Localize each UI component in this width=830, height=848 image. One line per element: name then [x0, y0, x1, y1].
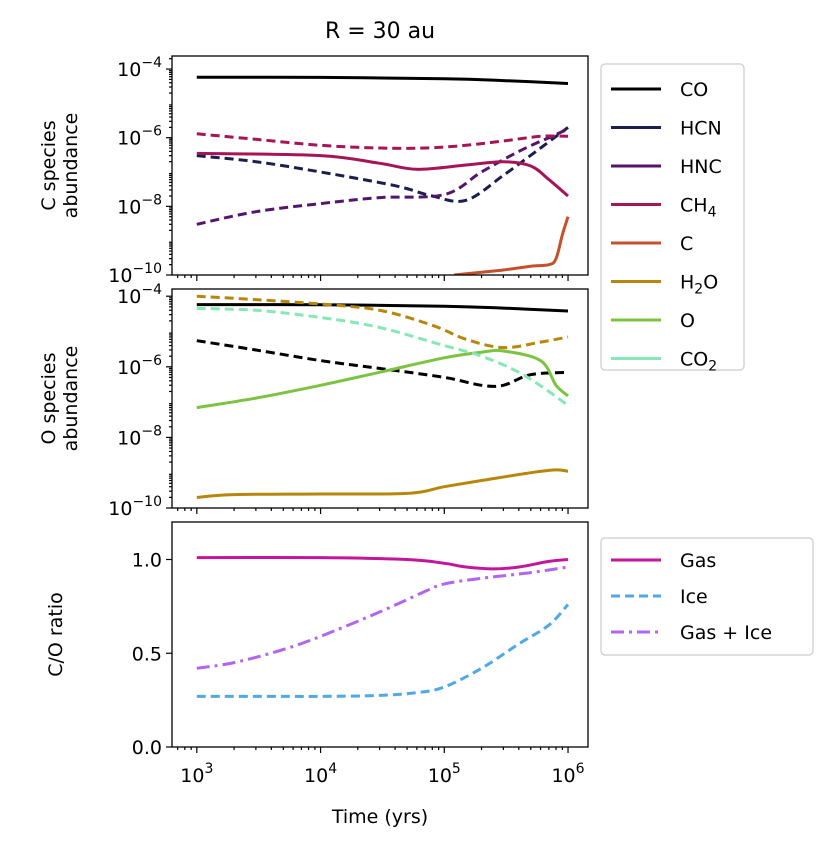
- x-axis: 103 104 105 106: [180, 761, 584, 787]
- series-h2o-ice: [196, 294, 569, 350]
- y-tick-label: 10−10: [108, 494, 162, 520]
- series-co-ice: [196, 339, 569, 388]
- y-tick-label: 10−8: [117, 192, 162, 218]
- x-tick-label: 103: [180, 761, 213, 787]
- legend-frame: [600, 63, 745, 371]
- y-axis-label: O speciesabundance: [38, 346, 82, 452]
- legend-label: HNC: [680, 156, 722, 178]
- series-co2-ice: [196, 306, 569, 407]
- y-tick-label: 10−6: [117, 124, 162, 150]
- y-tick-label: 10−6: [117, 353, 162, 379]
- x-tick-label: 104: [304, 761, 337, 787]
- series-gas: [196, 555, 569, 571]
- y-tick-label: 10−4: [117, 55, 162, 81]
- series-ch4-gas: [196, 151, 569, 198]
- legend-label: CO: [680, 79, 708, 101]
- series-co-gas: [196, 303, 569, 313]
- legend-label: O: [680, 310, 695, 332]
- legend-label: CO2: [680, 349, 717, 375]
- legend-label: HCN: [680, 118, 722, 140]
- y-tick-label: 0.0: [132, 737, 162, 759]
- legend-co-ratio: Gas Ice Gas + Ice: [600, 537, 814, 656]
- x-axis-label: Time (yrs): [331, 806, 428, 828]
- series-c-gas: [453, 216, 570, 275]
- y-tick-label: 0.5: [132, 643, 162, 665]
- legend-label: CH4: [680, 195, 717, 221]
- plot-frame: [171, 521, 589, 748]
- plot-frame: [171, 288, 589, 509]
- legend-frame: [600, 537, 814, 656]
- x-tick-label: 106: [551, 761, 584, 787]
- chart-title: R = 30 au: [325, 19, 435, 44]
- legend-label: Gas: [680, 550, 716, 572]
- legend-label: C: [680, 233, 693, 255]
- y-tick-label: 10−8: [117, 423, 162, 449]
- x-tick-label: 105: [428, 761, 461, 787]
- y-axis-label: C speciesabundance: [38, 113, 82, 219]
- y-tick-label: 10−10: [108, 261, 162, 287]
- series-ice: [196, 603, 570, 698]
- series-o-gas: [196, 348, 570, 410]
- series-gas-ice: [196, 565, 569, 670]
- y-axis-label: C/O ratio: [45, 592, 67, 676]
- series-hnc-ice: [196, 127, 569, 226]
- legend-label: Ice: [680, 586, 708, 608]
- series-ch4-ice: [196, 132, 569, 150]
- series-hcn-ice: [196, 126, 569, 203]
- series-h2o-gas: [196, 468, 569, 499]
- panel-o-species: 10−4 10−6 10−8 10−10 O speciesabundance: [38, 282, 589, 520]
- y-tick-label: 1.0: [132, 550, 162, 572]
- legend-label: H2O: [680, 272, 718, 298]
- y-tick-label: 10−4: [117, 282, 162, 308]
- panel-co-ratio: 0.0 0.5 1.0 C/O ratio: [45, 521, 589, 759]
- legend-label: Gas + Ice: [680, 622, 772, 644]
- series-co-gas: [196, 75, 569, 85]
- panel-c-species: 10−4 10−6 10−8 10−10 C speciesabundance: [38, 55, 589, 287]
- legend-species: CO HCN HNC CH4 C H2O O CO2: [600, 63, 745, 375]
